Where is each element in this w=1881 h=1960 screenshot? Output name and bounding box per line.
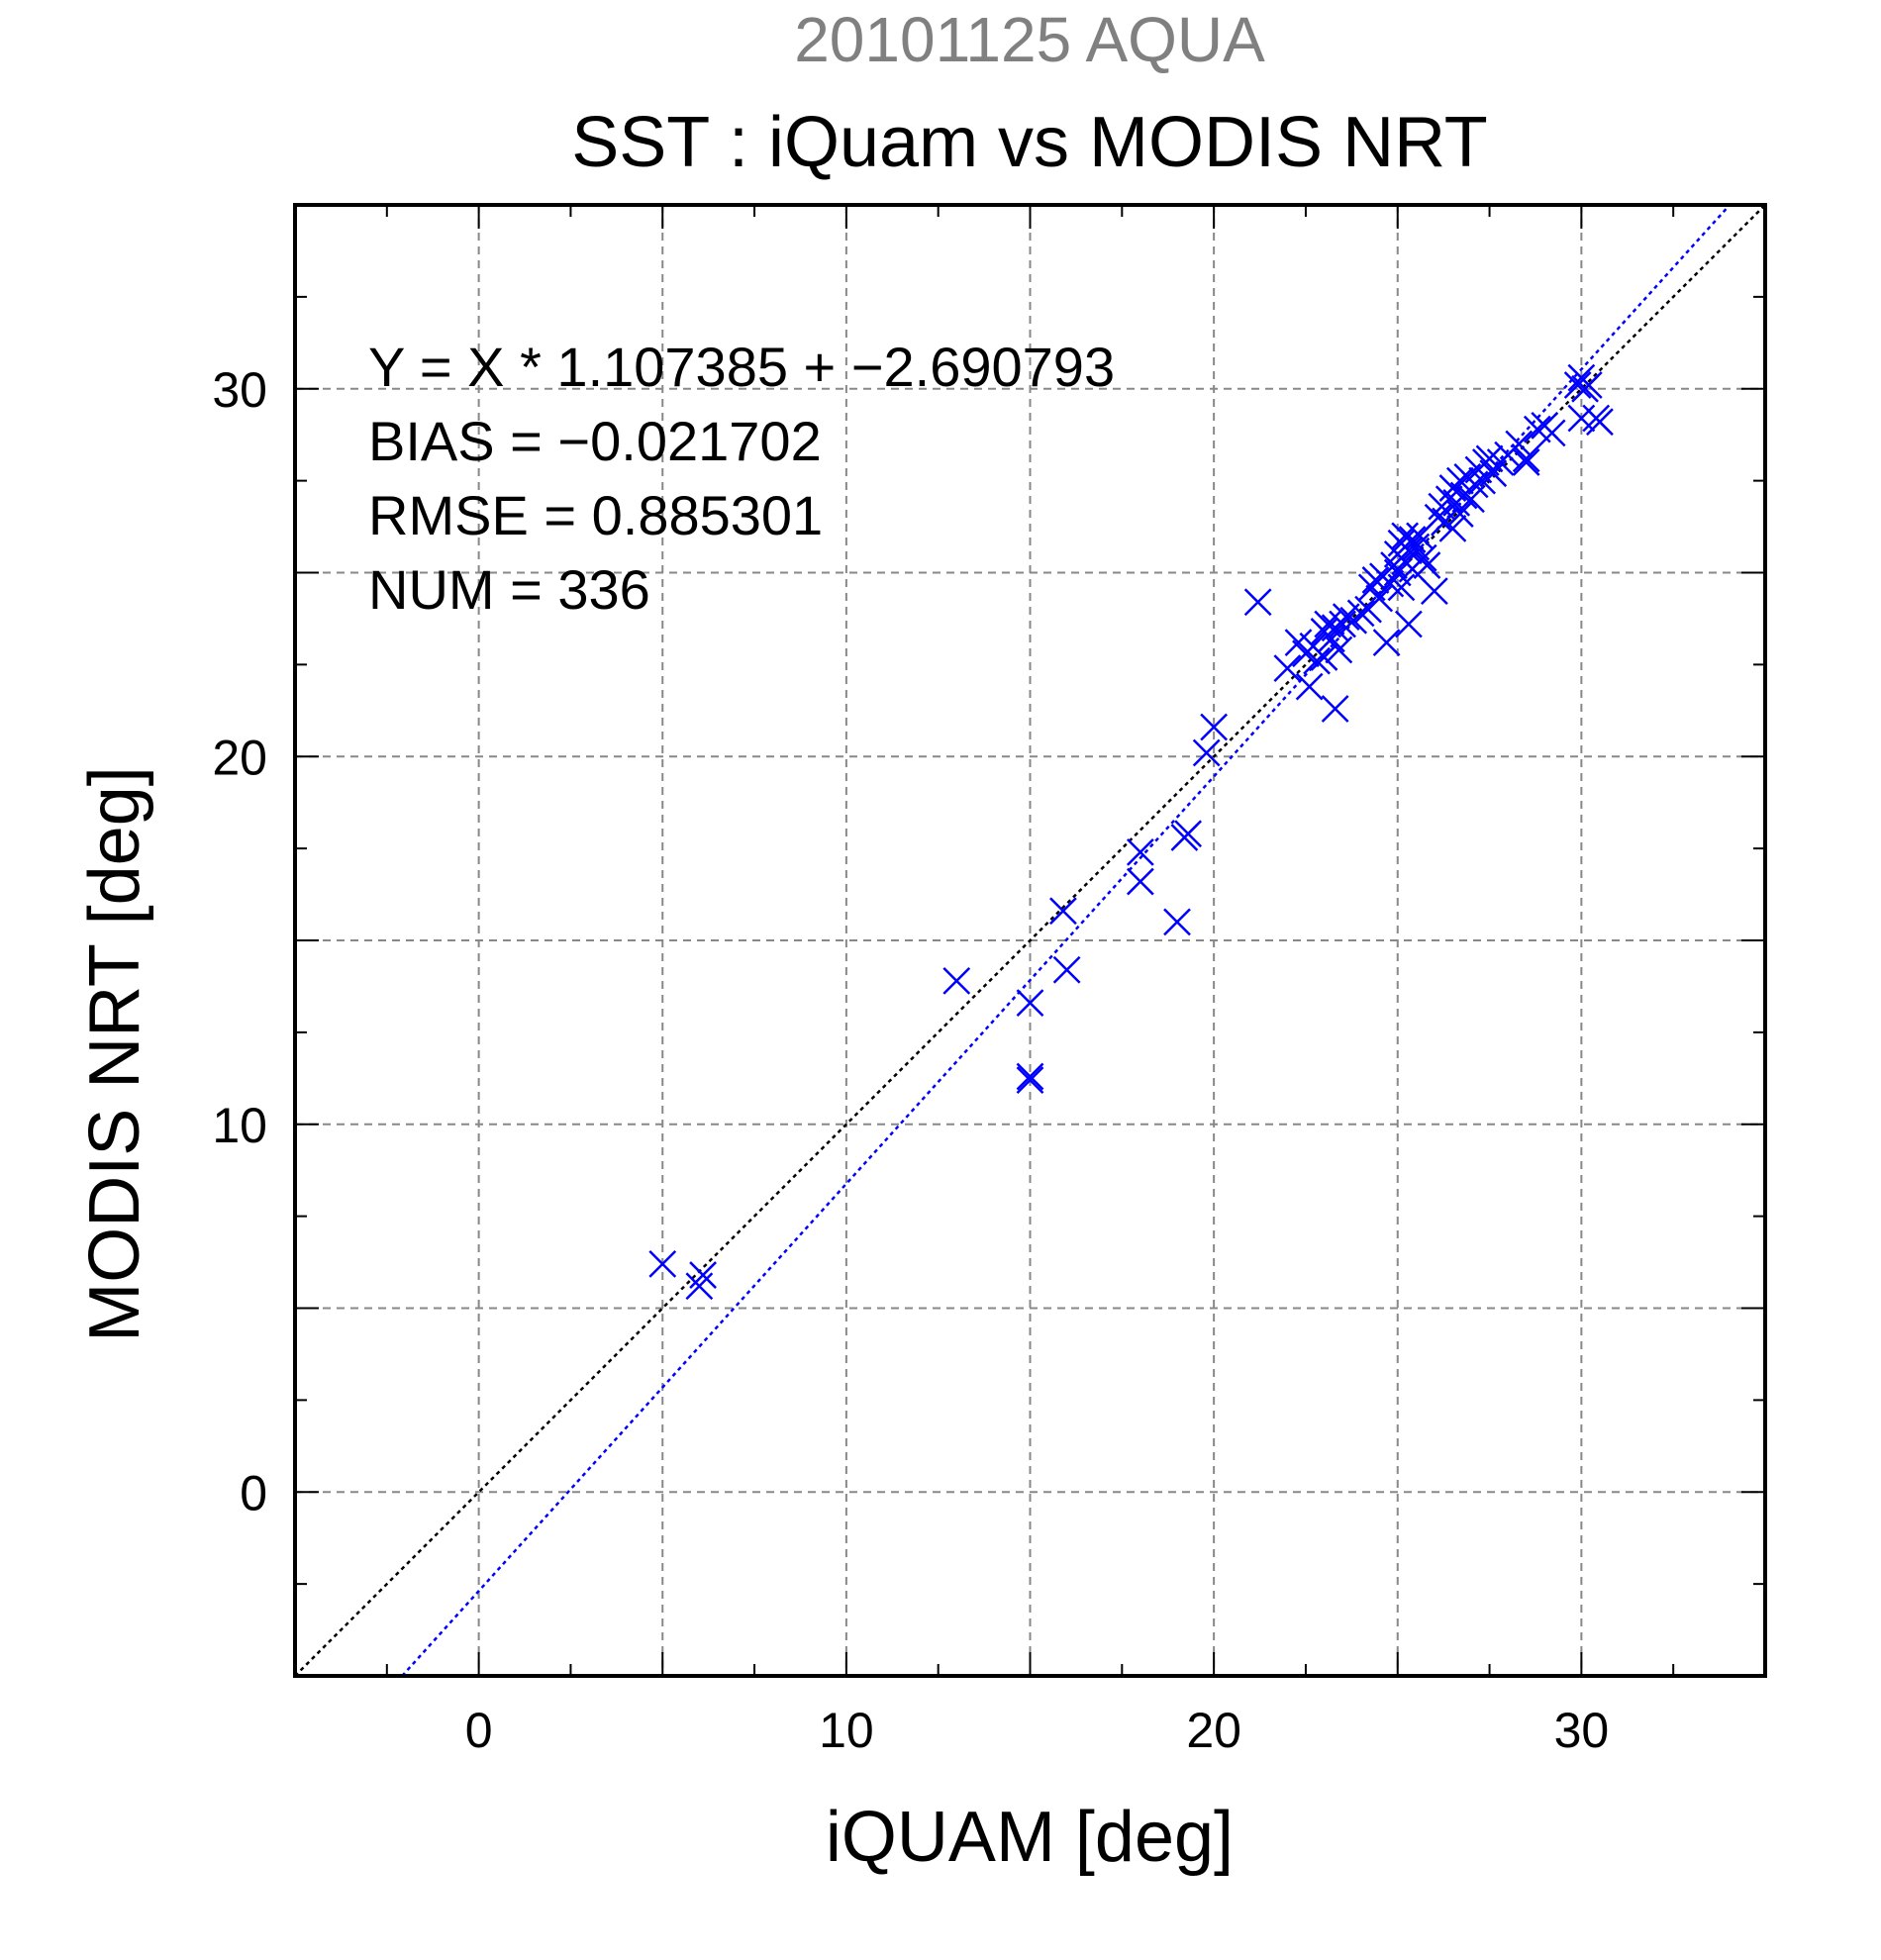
- data-point: [1537, 419, 1566, 447]
- reference-lines: [294, 204, 1766, 1677]
- data-point: [1325, 636, 1353, 664]
- data-point: [1420, 577, 1448, 605]
- data-point: [1346, 599, 1375, 628]
- data-point: [1243, 588, 1272, 617]
- data-point: [1163, 908, 1191, 936]
- x-tick-label: 20: [1186, 1703, 1241, 1758]
- data-point: [1372, 629, 1401, 656]
- data-point: [648, 1250, 677, 1278]
- chart-title: SST : iQuam vs MODIS NRT: [571, 103, 1488, 182]
- data-point: [1126, 837, 1154, 866]
- data-point: [1398, 526, 1427, 553]
- data-point: [1295, 672, 1324, 701]
- rmse-text: RMSE = 0.885301: [368, 484, 823, 546]
- stats-annotation: Y = X * 1.107385 + −2.690793 BIAS = −0.0…: [368, 336, 1115, 621]
- y-tick-label: 30: [212, 362, 267, 418]
- data-point: [1200, 713, 1229, 741]
- data-point: [1303, 646, 1331, 675]
- data-point: [1395, 610, 1423, 638]
- x-axis-label: iQUAM [deg]: [826, 1798, 1234, 1877]
- data-point: [1413, 551, 1441, 579]
- chart-subtitle: 20101125 AQUA: [794, 4, 1265, 75]
- y-tick-label: 20: [212, 730, 267, 785]
- data-point: [1016, 1062, 1044, 1091]
- data-point: [1192, 738, 1221, 767]
- data-point: [1505, 430, 1534, 458]
- y-tick-label: 0: [240, 1465, 267, 1520]
- regression-line: [401, 204, 1732, 1677]
- data-point: [1174, 820, 1203, 848]
- data-point: [1395, 537, 1423, 565]
- data-point: [1052, 955, 1081, 984]
- data-point: [1321, 695, 1349, 723]
- data-point: [1567, 404, 1596, 433]
- data-point: [1126, 867, 1154, 896]
- x-tick-label: 10: [819, 1703, 874, 1758]
- tick-labels: 0 10 20 30 0 10 20 30: [212, 362, 1609, 1758]
- bias-text: BIAS = −0.021702: [368, 410, 822, 472]
- data-point: [1049, 897, 1077, 926]
- data-point: [1409, 543, 1437, 572]
- data-point: [689, 1261, 717, 1289]
- data-point: [1387, 573, 1416, 602]
- data-point: [1586, 408, 1614, 437]
- identity-line: [294, 204, 1766, 1677]
- data-points: [648, 363, 1614, 1301]
- y-tick-label: 10: [212, 1098, 267, 1153]
- data-point: [1438, 515, 1467, 542]
- data-point: [1310, 643, 1338, 671]
- data-point: [1016, 1066, 1044, 1095]
- data-point: [1016, 989, 1044, 1018]
- data-point: [1329, 610, 1356, 638]
- data-point: [942, 966, 971, 995]
- plot-frame: [293, 203, 1767, 1678]
- data-point: [685, 1272, 714, 1301]
- data-point: [1512, 448, 1540, 476]
- data-point: [1445, 500, 1474, 528]
- data-point: [1512, 444, 1540, 473]
- num-text: NUM = 336: [368, 558, 650, 621]
- data-point: [1574, 371, 1603, 399]
- x-tick-label: 0: [465, 1703, 493, 1758]
- data-point: [1273, 654, 1302, 682]
- x-tick-label: 30: [1554, 1703, 1610, 1758]
- y-axis-label: MODIS NRT [deg]: [75, 766, 154, 1342]
- regression-equation: Y = X * 1.107385 + −2.690793: [368, 336, 1115, 398]
- data-point: [1563, 371, 1592, 399]
